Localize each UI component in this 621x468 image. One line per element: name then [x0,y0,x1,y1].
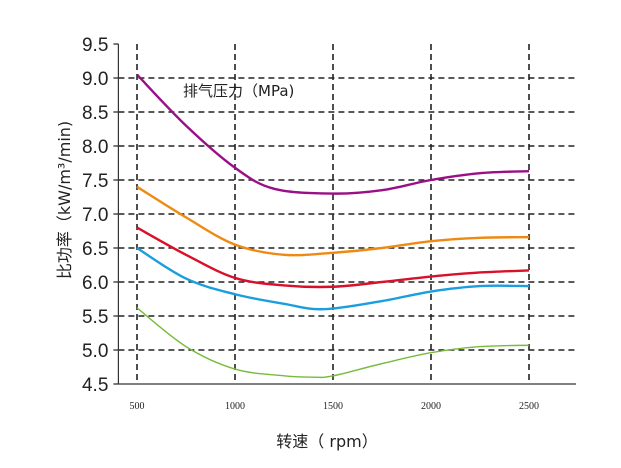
series-line-3 [136,226,530,289]
y-tick-label: 7.0 [82,205,108,226]
grid [118,44,577,384]
y-axis-label: 比功率（kW/m³/min) [55,121,74,279]
axes [113,43,577,385]
x-axis-label: 转速（ rpm） [276,432,377,451]
y-tick-label: 5.0 [82,341,108,362]
series-line-1 [136,73,530,195]
y-tick-label: 6.5 [82,239,108,260]
y-tick-label: 7.5 [82,171,108,192]
y-tick-label: 6.0 [82,273,108,294]
x-tick-label: 1000 [225,401,245,412]
y-tick-label: 9.0 [82,69,108,90]
y-tick-label: 5.5 [82,307,108,328]
x-tick-label: 500 [130,401,145,412]
y-tick-label: 8.5 [82,103,108,124]
series-group [136,73,530,379]
y-tick-label: 8.0 [82,137,108,158]
y-tick-label: 9.5 [82,35,108,56]
series-line-4 [136,246,530,311]
x-tick-label: 2000 [421,401,441,412]
ticks: 500 1000 1500 2000 2500 4.5 5.0 5.5 6.0 6.5 7.0 7.5… [82,35,539,412]
legend-annotation: 排气压力（MPa) [183,82,294,100]
series-line-5 [136,307,530,379]
x-tick-label: 1500 [323,401,343,412]
x-tick-label: 2500 [519,401,539,412]
y-tick-label: 4.5 [82,375,108,396]
series-line-2 [136,185,530,257]
